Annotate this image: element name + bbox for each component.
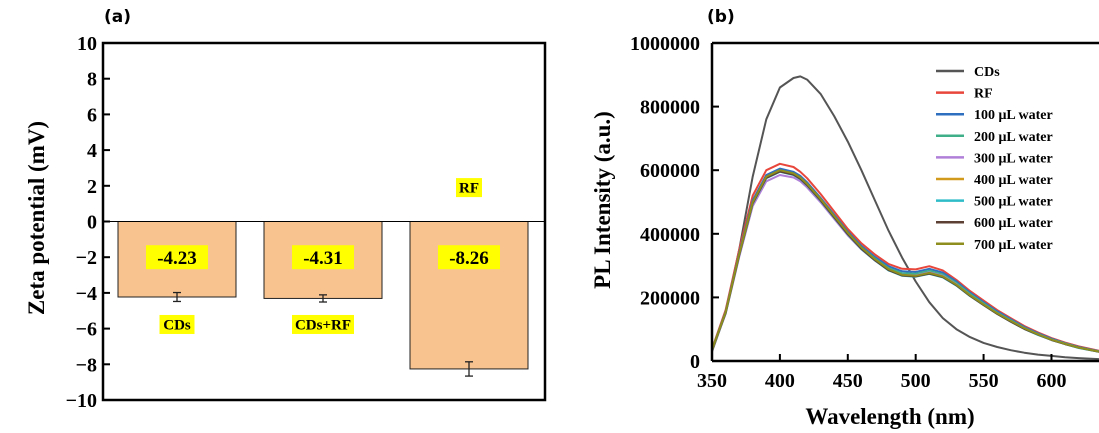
y-tick-label: 400000 <box>640 224 700 246</box>
panel-b-axes <box>710 41 1099 363</box>
panel-b-letter: (b) <box>707 7 735 27</box>
y-tick-label: −10 <box>66 390 97 412</box>
y-tick-label: 0 <box>690 351 700 373</box>
legend-label: 400 μL water <box>974 173 1053 188</box>
panel-b-x-axis-title: Wavelength (nm) <box>805 404 974 429</box>
bar-rf <box>409 221 529 370</box>
legend-entry: CDs <box>936 65 1000 80</box>
series-line-700-l-water <box>711 169 1099 353</box>
panel-a-error-bars <box>173 291 473 377</box>
y-tick-label: −6 <box>76 319 97 341</box>
legend-entry: 100 μL water <box>936 108 1053 123</box>
panel-b-x-ticks: 350 400 450 500 550 600 <box>697 354 1066 392</box>
panel-a-zeta-chart: (a) -4.23 CDs -4.31 CDs+RF -8.26 RF 10 8 6 4 2 0 −2… <box>24 7 547 412</box>
legend-entry: 400 μL water <box>936 173 1053 188</box>
y-tick-label: 2 <box>87 176 97 198</box>
y-tick-label: 6 <box>87 104 97 126</box>
category-label: RF <box>459 181 479 197</box>
category-label-highlight <box>292 314 354 334</box>
panel-a-letter: (a) <box>104 7 131 27</box>
category-label: CDs+RF <box>295 317 351 333</box>
legend-entry: RF <box>936 87 993 102</box>
legend-label: 300 μL water <box>974 151 1053 166</box>
category-label: CDs <box>163 317 191 333</box>
legend-entry: 300 μL water <box>936 151 1053 166</box>
series-line-rf <box>711 162 1099 352</box>
panel-a-y-ticks: 10 8 6 4 2 0 −2 −4 −6 −8 −10 <box>66 33 110 412</box>
bar-value-label: -4.31 <box>303 248 343 269</box>
series-line-cds <box>711 75 1099 361</box>
y-tick-label: −4 <box>76 283 97 305</box>
legend-label: 200 μL water <box>974 130 1053 145</box>
y-tick-label: 0 <box>87 212 97 234</box>
legend-label: 700 μL water <box>974 238 1053 253</box>
legend-label: CDs <box>974 65 1000 80</box>
y-tick-label: 600000 <box>640 160 700 182</box>
panel-b-pl-chart: (b) 0 200000 400000 600000 800000 1000000 350… <box>590 7 1099 429</box>
panel-a-y-axis-title: Zeta potential (mV) <box>24 121 49 315</box>
panel-b-y-ticks: 0 200000 400000 600000 800000 1000000 <box>630 33 719 373</box>
x-tick-label: 400 <box>765 370 795 392</box>
y-tick-label: 8 <box>87 69 97 91</box>
y-tick-label: 800000 <box>640 97 700 119</box>
legend-entry: 600 μL water <box>936 216 1053 231</box>
panel-b-legend: CDs RF 100 μL water 200 μL water 300 μL wate… <box>936 65 1053 253</box>
legend-entry: 500 μL water <box>936 195 1053 210</box>
y-tick-label: 200000 <box>640 287 700 309</box>
legend-label: RF <box>974 87 993 102</box>
bar-value-label: -8.26 <box>449 248 489 269</box>
x-tick-label: 550 <box>969 370 999 392</box>
value-label-highlight <box>146 245 208 270</box>
legend-label: 500 μL water <box>974 195 1053 210</box>
category-label-highlight <box>456 178 482 198</box>
y-tick-label: 4 <box>87 140 97 162</box>
category-label-highlight <box>159 314 195 334</box>
panel-b-y-axis-title: PL Intensity (a.u.) <box>590 111 615 289</box>
panel-b-series-lines <box>711 75 1099 361</box>
bar-value-label: -4.23 <box>157 248 197 269</box>
error-bar <box>465 361 473 377</box>
x-tick-label: 600 <box>1036 370 1066 392</box>
panel-a-bar-labels: -4.23 CDs -4.31 CDs+RF -8.26 RF <box>146 178 500 334</box>
legend-label: 600 μL water <box>974 216 1053 231</box>
value-label-highlight <box>438 245 500 270</box>
legend-entry: 200 μL water <box>936 130 1053 145</box>
x-tick-label: 350 <box>697 370 727 392</box>
error-bar <box>319 294 327 303</box>
y-tick-label: −8 <box>76 354 97 376</box>
y-tick-label: −2 <box>76 247 97 269</box>
x-tick-label: 500 <box>901 370 931 392</box>
x-tick-label: 450 <box>833 370 863 392</box>
legend-label: 100 μL water <box>974 108 1053 123</box>
error-bar <box>173 291 181 303</box>
y-tick-label: 10 <box>77 33 97 55</box>
legend-entry: 700 μL water <box>936 238 1053 253</box>
value-label-highlight <box>292 245 354 270</box>
y-tick-label: 1000000 <box>630 33 700 55</box>
